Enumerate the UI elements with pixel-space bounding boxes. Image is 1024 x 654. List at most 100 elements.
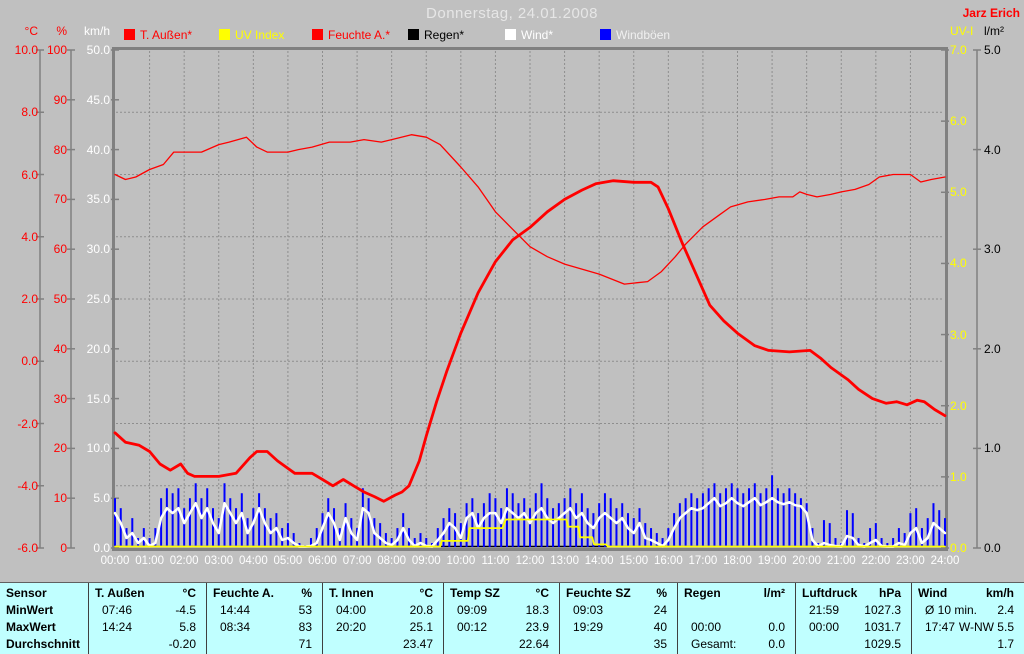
x-axis-label: 07:00	[342, 555, 372, 567]
axis-tick-label: 0.0	[93, 541, 110, 555]
axis-tick-label: 50.0	[86, 43, 110, 57]
table-column-header: Feuchte A.%	[207, 585, 322, 602]
cell-value: 53	[298, 603, 312, 617]
table-column-header: Temp SZ °C	[444, 585, 559, 602]
table-cell-max: 14:24 5.8	[89, 619, 206, 636]
axis-tick-label: 60	[53, 242, 67, 257]
cell-value: -4.5	[175, 603, 196, 617]
table-cell-min: 04:00 20.8	[323, 602, 443, 619]
cell-value: 35	[653, 637, 667, 651]
table-column-7: Luftdruck hPa 21:59 1027.3 00:00 1031.7 1029.5	[795, 583, 911, 654]
x-axis-label: 16:00	[653, 555, 683, 567]
axis-tick-label: 7.0	[950, 43, 967, 57]
table-column-8: Wind km/h Ø 10 min. 2.4 17:47 W-NW 5.5 1.7	[911, 583, 1024, 654]
table-column-header: Wind km/h	[912, 585, 1024, 602]
axis-tick-label: -4.0	[17, 478, 38, 493]
axis-unit-label: km/h	[83, 24, 110, 38]
axis-tick-label: 2.0	[950, 398, 967, 413]
table-cell-avg: 1.7	[912, 636, 1024, 653]
axis-tick-label: 15.0	[86, 391, 110, 406]
x-axis-label: 09:00	[411, 555, 441, 567]
plot-border	[112, 47, 948, 551]
table-cell-max: 00:00 1031.7	[796, 619, 911, 636]
sensor-unit: km/h	[985, 586, 1014, 600]
table-cell-avg: 35	[560, 636, 677, 653]
x-axis-label: 23:00	[896, 555, 925, 567]
sensor-unit: %	[656, 586, 667, 600]
table-cell-avg: -0.20	[89, 636, 206, 653]
cell-time: 09:03	[573, 603, 604, 617]
axis-tick-label: 40.0	[86, 142, 110, 157]
table-column-2: Feuchte A.% 14:44 53 08:34 83 71	[206, 583, 322, 654]
axis-tick-label: 4.0	[950, 256, 967, 271]
legend-item: Windböen	[600, 28, 671, 42]
axis-tick-label: -6.0	[17, 541, 38, 555]
x-axis-label: 00:00	[100, 555, 130, 567]
cell-value: 25.1	[409, 620, 433, 634]
legend-item: Wind*	[505, 28, 553, 42]
cell-time: 04:00	[336, 603, 367, 617]
legend-label: Windböen	[616, 28, 671, 42]
cell-value: 1029.5	[864, 637, 901, 651]
table-cell-min: 21:59 1027.3	[796, 602, 911, 619]
table-column-header: Luftdruck hPa	[796, 585, 911, 602]
axis-tick-label: 100	[46, 43, 67, 57]
station-name: Jarz Erich	[962, 6, 1020, 20]
cell-value: 83	[298, 620, 312, 634]
x-axis-label: 01:00	[135, 555, 164, 567]
table-column-4: Temp SZ °C 09:09 18.3 00:12 23.9 22.64	[443, 583, 559, 654]
x-axis-label: 05:00	[273, 555, 303, 567]
cell-value: 24	[653, 603, 667, 617]
legend-swatch	[505, 29, 516, 40]
series-t_aussen	[113, 179, 947, 503]
table-cell-avg: Gesamt: 0.0	[678, 636, 795, 653]
axis-tick-label: 0.0	[21, 354, 38, 369]
cell-time: 00:12	[457, 620, 488, 634]
x-axis-label: 17:00	[688, 555, 718, 567]
sensor-unit: l/m²	[763, 586, 785, 600]
table-column-3: T. Innen °C 04:00 20.8 20:20 25.1 23.47	[322, 583, 443, 654]
axis-tick-label: 8.0	[21, 105, 38, 120]
sensor-name: T. Außen	[95, 586, 145, 600]
cell-time: Ø 10 min.	[925, 603, 978, 617]
statistics-table: Sensor MinWert MaxWert Durchschnitt T. Außen…	[0, 582, 1024, 654]
table-cell-max: 20:20 25.1	[323, 619, 443, 636]
axis-unit-label: UV-I	[950, 24, 974, 38]
sensor-name: Wind	[918, 586, 948, 600]
table-column-header: Regen l/m²	[678, 585, 795, 602]
legend-label: UV Index	[235, 28, 285, 42]
table-cell-avg: 1029.5	[796, 636, 911, 653]
table-cell-max: 19:29 40	[560, 619, 677, 636]
sensor-name: Temp SZ	[450, 586, 500, 600]
axis-tick-label: 6.0	[950, 114, 967, 129]
cell-value: 22.64	[518, 637, 549, 651]
table-cell-min: 09:03 24	[560, 602, 677, 619]
cell-value: 2.4	[997, 603, 1014, 617]
cell-time: 00:00	[691, 620, 722, 634]
cell-value: 40	[653, 620, 667, 634]
cell-value: 0.0	[768, 637, 785, 651]
chart-canvas	[36, 47, 981, 551]
table-column-6: Regen l/m² 00:00 0.0 Gesamt: 0.0	[677, 583, 795, 654]
legend-label: Regen*	[424, 28, 465, 42]
axis-tick-label: 3.0	[984, 242, 1001, 257]
x-axis-label: 11:00	[481, 555, 510, 567]
gridlines	[116, 51, 944, 547]
cell-value: 0.0	[768, 620, 785, 634]
x-axis-label: 13:00	[550, 555, 579, 567]
cell-time: 00:00	[809, 620, 840, 634]
axis-tick-label: -2.0	[17, 416, 38, 431]
cell-value: W-NW 5.5	[958, 620, 1014, 634]
table-row-label: MaxWert	[6, 620, 56, 634]
table-cell-avg: 22.64	[444, 636, 559, 653]
x-axis-label: 24:00	[930, 555, 960, 567]
legend-item: Feuchte A.*	[312, 28, 390, 42]
cell-value: 1.7	[997, 637, 1014, 651]
axis-tick-label: 40	[53, 341, 67, 356]
axis-tick-label: 50	[53, 292, 67, 306]
x-axis-label: 15:00	[619, 555, 649, 567]
cell-time: 07:46	[102, 603, 133, 617]
axis-tick-label: 1.0	[950, 469, 967, 484]
axis-tick-label: 30.0	[86, 242, 110, 257]
x-axis-label: 21:00	[826, 555, 856, 567]
